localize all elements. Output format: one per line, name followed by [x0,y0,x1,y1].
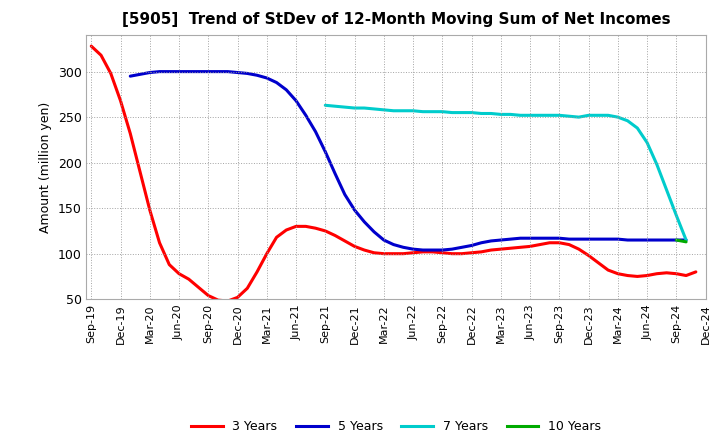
Title: [5905]  Trend of StDev of 12-Month Moving Sum of Net Incomes: [5905] Trend of StDev of 12-Month Moving… [122,12,670,27]
Legend: 3 Years, 5 Years, 7 Years, 10 Years: 3 Years, 5 Years, 7 Years, 10 Years [186,415,606,438]
Y-axis label: Amount (million yen): Amount (million yen) [39,102,52,233]
